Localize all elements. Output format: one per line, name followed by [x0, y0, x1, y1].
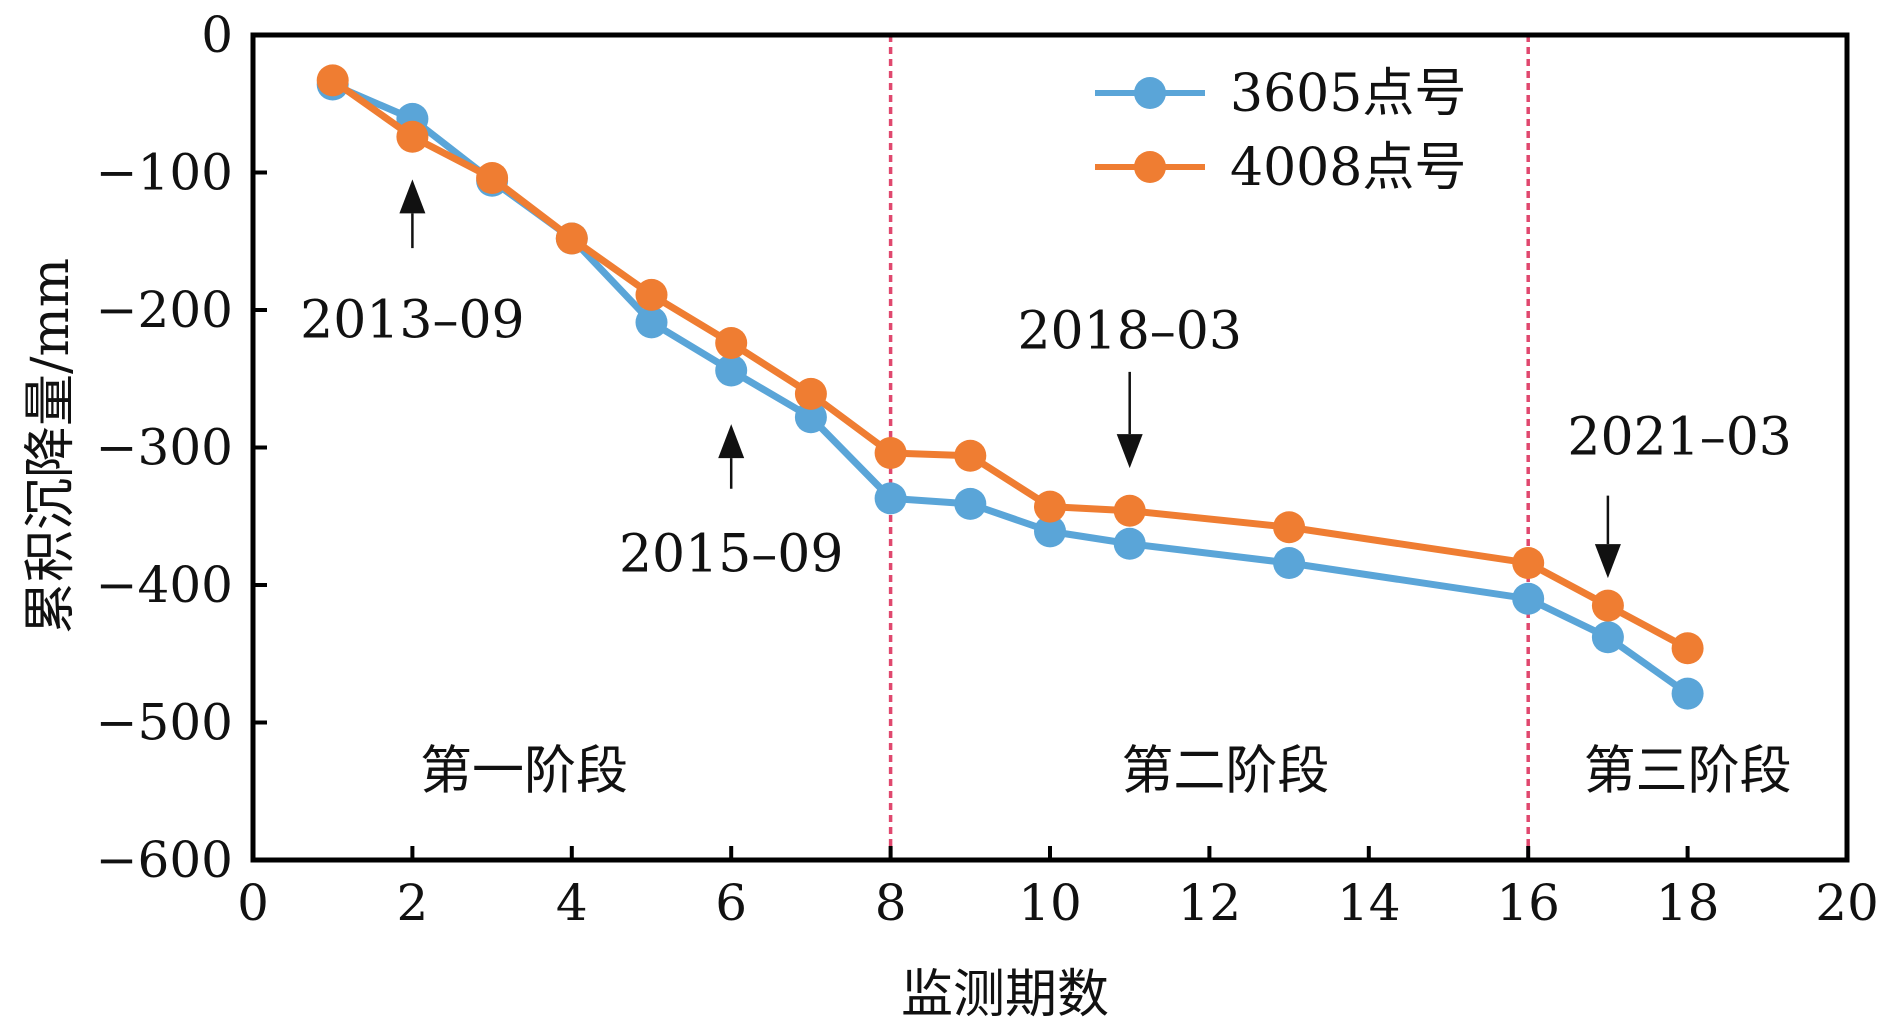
x-tick-label: 0 — [237, 874, 269, 932]
phase-labels: 第一阶段 第二阶段 第三阶段 — [420, 742, 1792, 802]
data-point — [715, 354, 748, 387]
annotation-label: 2021–03 — [1567, 407, 1792, 467]
data-point — [396, 120, 429, 153]
series-line — [331, 81, 1690, 697]
y-tick-label: −400 — [96, 556, 233, 614]
legend-item-0: 3605点号 — [1095, 64, 1466, 124]
y-tick-label: 0 — [201, 6, 233, 64]
data-point — [794, 401, 827, 434]
x-tick-label: 8 — [875, 874, 907, 932]
annotation-label: 2015–09 — [619, 524, 844, 584]
x-tick-label: 14 — [1337, 874, 1401, 932]
y-tick-label: −100 — [96, 144, 233, 202]
data-point — [954, 487, 987, 520]
data-point — [555, 222, 588, 255]
data-point — [1273, 511, 1306, 544]
y-tick-label: −300 — [96, 419, 233, 477]
legend-marker — [1134, 77, 1166, 109]
y-tick-label: −200 — [96, 281, 233, 339]
phase-label-1: 第一阶段 — [420, 742, 628, 802]
annotation-label: 2013–09 — [300, 291, 525, 351]
annotation-arrow-head — [1594, 544, 1621, 579]
y-tick-label: −500 — [96, 694, 233, 752]
legend-marker — [1134, 151, 1166, 183]
data-point — [1113, 494, 1146, 527]
legend: 3605点号 4008点号 — [1095, 64, 1466, 198]
annotation-arrow-head — [399, 179, 426, 214]
y-axis-title: 累积沉降量/mm — [21, 258, 81, 634]
x-axis-title: 监测期数 — [901, 965, 1109, 1025]
data-point — [1273, 547, 1306, 579]
data-point — [954, 439, 987, 472]
annotation-2: 2018–03 — [1017, 302, 1242, 469]
data-point — [316, 64, 349, 97]
x-tick-label: 6 — [715, 874, 747, 932]
data-point — [1034, 490, 1066, 523]
data-point — [635, 306, 668, 339]
data-point — [1671, 677, 1704, 710]
annotations: 2013–09 2015–09 2018–03 2021–03 — [300, 179, 1792, 584]
data-point — [635, 278, 668, 311]
x-tick-label: 4 — [556, 874, 588, 932]
data-point — [1113, 527, 1146, 560]
data-point — [1512, 582, 1545, 615]
data-point — [1034, 515, 1066, 548]
annotation-0: 2013–09 — [300, 179, 525, 351]
annotation-arrow-head — [718, 424, 745, 459]
x-tick-label: 2 — [396, 874, 428, 932]
series-layer — [316, 64, 1704, 710]
annotation-arrow-head — [1116, 434, 1143, 469]
data-point — [1591, 621, 1624, 654]
x-tick-label: 18 — [1656, 874, 1720, 932]
data-point — [1671, 632, 1704, 665]
series-0 — [316, 68, 1704, 710]
x-tick-label: 12 — [1178, 874, 1242, 932]
data-point — [1512, 547, 1545, 579]
data-point — [874, 482, 907, 515]
annotation-1: 2015–09 — [619, 424, 844, 584]
axes: 0 2 4 6 8 10 12 14 16 18 20 0 −100 −200 −300 −400 −500 −6… — [96, 6, 1879, 932]
y-tick-label: −600 — [96, 831, 233, 889]
series-line — [330, 77, 1690, 652]
data-point — [874, 437, 907, 469]
phase-label-2: 第二阶段 — [1121, 742, 1329, 802]
x-tick-label: 20 — [1815, 874, 1879, 932]
legend-item-1: 4008点号 — [1095, 138, 1466, 198]
annotation-label: 2018–03 — [1017, 302, 1242, 362]
x-tick-label: 16 — [1496, 874, 1560, 932]
annotation-3: 2021–03 — [1567, 407, 1792, 579]
data-point — [794, 377, 827, 410]
series-1 — [316, 64, 1704, 665]
legend-label: 4008点号 — [1230, 138, 1466, 198]
legend-label: 3605点号 — [1230, 64, 1466, 124]
data-point — [1591, 589, 1624, 622]
phase-label-3: 第三阶段 — [1584, 742, 1792, 802]
data-point — [715, 327, 748, 359]
data-point — [476, 162, 509, 194]
x-tick-label: 10 — [1018, 874, 1082, 932]
